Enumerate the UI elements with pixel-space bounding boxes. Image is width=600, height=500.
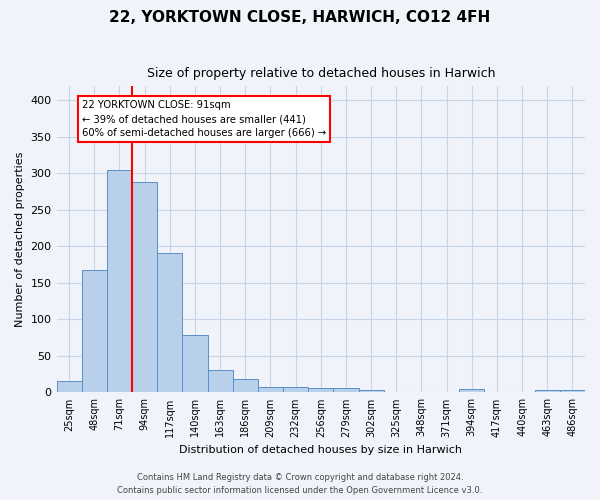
- Text: 22 YORKTOWN CLOSE: 91sqm
← 39% of detached houses are smaller (441)
60% of semi-: 22 YORKTOWN CLOSE: 91sqm ← 39% of detach…: [82, 100, 326, 138]
- Bar: [132, 182, 157, 392]
- Bar: [182, 335, 208, 392]
- Bar: [334, 388, 359, 392]
- Bar: [233, 378, 258, 392]
- Bar: [459, 389, 484, 392]
- Bar: [157, 253, 182, 392]
- Y-axis label: Number of detached properties: Number of detached properties: [15, 152, 25, 327]
- Title: Size of property relative to detached houses in Harwich: Size of property relative to detached ho…: [146, 68, 495, 80]
- Bar: [82, 270, 107, 392]
- Bar: [283, 386, 308, 392]
- Bar: [56, 382, 82, 392]
- Bar: [308, 388, 334, 392]
- Bar: [107, 170, 132, 392]
- X-axis label: Distribution of detached houses by size in Harwich: Distribution of detached houses by size …: [179, 445, 462, 455]
- Bar: [208, 370, 233, 392]
- Bar: [560, 390, 585, 392]
- Text: Contains HM Land Registry data © Crown copyright and database right 2024.
Contai: Contains HM Land Registry data © Crown c…: [118, 474, 482, 495]
- Text: 22, YORKTOWN CLOSE, HARWICH, CO12 4FH: 22, YORKTOWN CLOSE, HARWICH, CO12 4FH: [109, 10, 491, 25]
- Bar: [258, 386, 283, 392]
- Bar: [535, 390, 560, 392]
- Bar: [359, 390, 383, 392]
